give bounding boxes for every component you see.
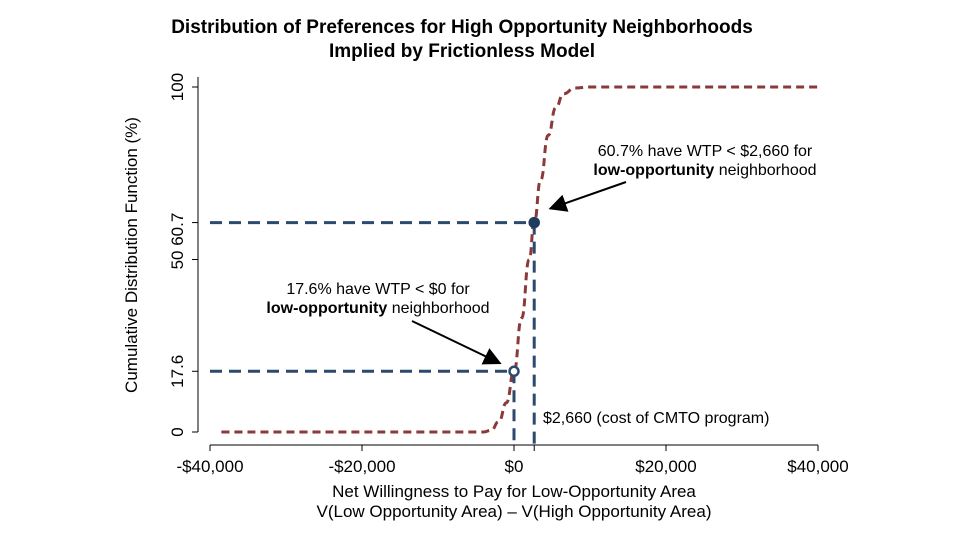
x-tick-label: $40,000 [787, 457, 848, 476]
x-tick-label: $20,000 [635, 457, 696, 476]
annotation-zero-threshold: 17.6% have WTP < $0 for low-opportunity n… [266, 281, 502, 365]
annotation-text-run: 60.7% have WTP < $2,660 for [598, 143, 813, 160]
x-axis-label-line-1: Net Willingness to Pay for Low-Opportuni… [332, 482, 696, 501]
annotation-cmto-text: 60.7% have WTP < $2,660 for low-opportuni… [593, 143, 816, 179]
x-axis-label-line-2: V(Low Opportunity Area) – V(High Opportu… [317, 502, 712, 521]
annotation-text-run: neighborhood [387, 300, 489, 317]
annotation-text-run: low-opportunity [593, 162, 714, 179]
series-layer [221, 85, 818, 434]
cdf-series-line [221, 85, 818, 434]
annotation-zero-arrow [411, 320, 502, 365]
data-point-marker [508, 365, 520, 378]
x-tick-label: $0 [505, 457, 524, 476]
y-tick-label-100: 100 [168, 73, 187, 101]
annotation-text-run: $2,660 (cost of CMTO program) [543, 410, 769, 427]
y-tick-label-0: 0 [168, 427, 187, 436]
chart-title-line-1: Distribution of Preferences for High Opp… [171, 17, 753, 38]
annotation-text-run: neighborhood [714, 162, 816, 179]
y-tick-label-17-6: 17.6 [168, 355, 187, 388]
axes: 0 17.6 100 50 60.7 -$40,000 -$20,000 $0 $20,000… [168, 73, 849, 476]
y-axis-label: Cumulative Distribution Function (%) [122, 117, 141, 393]
y-tick-label-50-60-7: 50 60.7 [168, 213, 187, 270]
data-point-marker [528, 216, 540, 229]
annotation-text-run: 17.6% have WTP < $0 for [286, 281, 470, 298]
annotation-cmto-threshold: 60.7% have WTP < $2,660 for low-opportuni… [548, 143, 817, 212]
reference-lines [210, 221, 536, 445]
annotation-cmto-arrow [548, 181, 627, 212]
annotation-zero-text: 17.6% have WTP < $0 for low-opportunity n… [266, 281, 489, 317]
annotation-text-run: low-opportunity [266, 300, 387, 317]
x-tick-label: -$20,000 [328, 457, 395, 476]
x-tick-label: -$40,000 [176, 457, 243, 476]
markers-layer [508, 216, 540, 378]
chart-title-line-2: Implied by Frictionless Model [329, 41, 595, 62]
annotation-cmto-cost: $2,660 (cost of CMTO program) [543, 410, 769, 427]
